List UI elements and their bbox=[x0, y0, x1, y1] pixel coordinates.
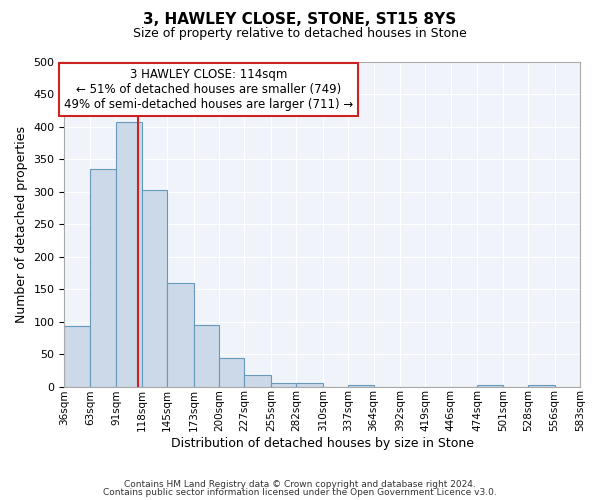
Bar bbox=[528, 384, 554, 386]
Bar bbox=[194, 325, 219, 386]
X-axis label: Distribution of detached houses by size in Stone: Distribution of detached houses by size … bbox=[171, 437, 474, 450]
Bar bbox=[142, 190, 167, 386]
Bar bbox=[219, 358, 244, 386]
Bar bbox=[348, 384, 374, 386]
Text: Size of property relative to detached houses in Stone: Size of property relative to detached ho… bbox=[133, 28, 467, 40]
Text: 3 HAWLEY CLOSE: 114sqm
← 51% of detached houses are smaller (749)
49% of semi-de: 3 HAWLEY CLOSE: 114sqm ← 51% of detached… bbox=[64, 68, 353, 111]
Bar bbox=[116, 122, 142, 386]
Text: Contains public sector information licensed under the Open Government Licence v3: Contains public sector information licen… bbox=[103, 488, 497, 497]
Bar bbox=[477, 384, 503, 386]
Y-axis label: Number of detached properties: Number of detached properties bbox=[15, 126, 28, 322]
Bar bbox=[271, 384, 296, 386]
Bar bbox=[64, 326, 90, 386]
Bar bbox=[90, 169, 116, 386]
Text: 3, HAWLEY CLOSE, STONE, ST15 8YS: 3, HAWLEY CLOSE, STONE, ST15 8YS bbox=[143, 12, 457, 28]
Bar bbox=[167, 282, 194, 387]
Bar bbox=[244, 375, 271, 386]
Bar bbox=[296, 384, 323, 386]
Text: Contains HM Land Registry data © Crown copyright and database right 2024.: Contains HM Land Registry data © Crown c… bbox=[124, 480, 476, 489]
